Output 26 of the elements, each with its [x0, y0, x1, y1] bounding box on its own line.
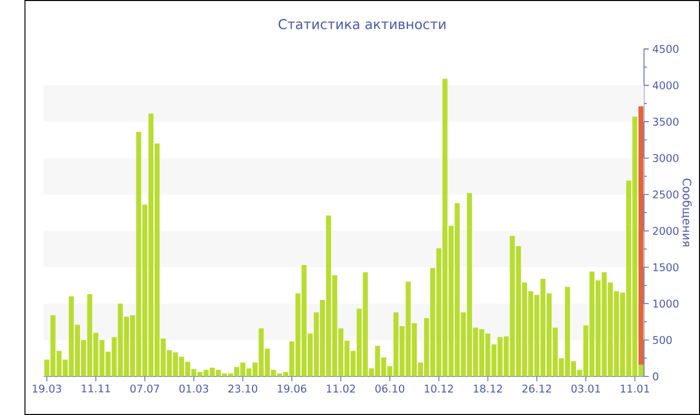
x-tick-label: 19.06 — [278, 384, 306, 393]
y-tick-label: 1000 — [653, 300, 678, 308]
x-tick-label: 11.01 — [620, 384, 649, 393]
x-tick-label: 23.10 — [228, 384, 258, 393]
y-tick-label: 500 — [653, 336, 672, 344]
chart-title: Статистика активности — [278, 19, 446, 30]
x-tick-label: 19.03 — [32, 384, 62, 393]
x-tick-label: 07.07 — [130, 384, 160, 393]
y-tick-label: 4500 — [652, 44, 678, 53]
x-tick-label: 10.12 — [424, 384, 453, 393]
y-tick-label: 4000 — [652, 81, 678, 90]
y-tick-label: 0 — [652, 372, 658, 380]
y-tick-label: 2500 — [653, 190, 678, 198]
y-tick-label: 2000 — [653, 226, 678, 235]
x-tick-label: 11.11 — [82, 384, 110, 392]
y-axis-title: Сообщения — [681, 178, 692, 246]
x-tick-label: 03.01 — [571, 384, 600, 393]
y-tick-label: 1500 — [653, 263, 678, 272]
x-tick-label: 06.10 — [375, 384, 404, 393]
x-tick-label: 18.12 — [474, 384, 502, 393]
y-tick-label: 3500 — [653, 118, 678, 126]
x-tick-label: 11.02 — [326, 384, 355, 393]
x-tick-label: 26.12 — [522, 384, 551, 393]
y-tick-label: 3000 — [653, 154, 678, 162]
bar — [638, 106, 644, 365]
x-tick-label: 01.03 — [179, 384, 208, 393]
